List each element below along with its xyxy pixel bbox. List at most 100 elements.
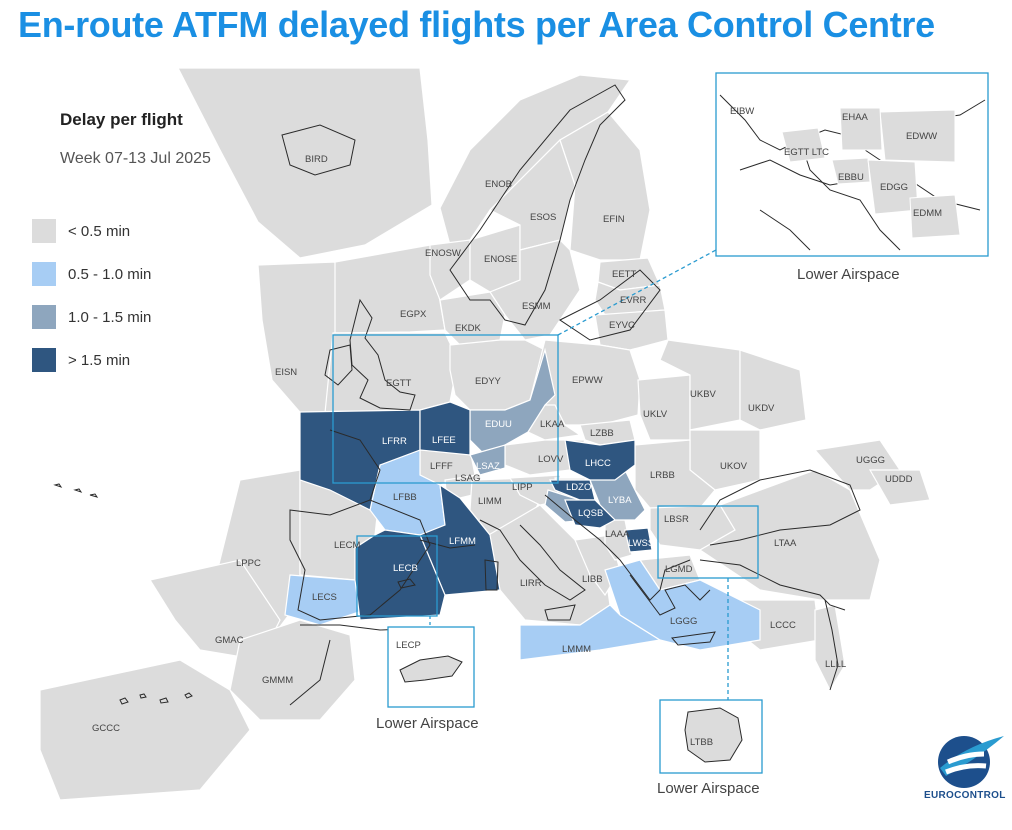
- coast-levant: [824, 599, 839, 691]
- label-bird: BIRD: [305, 154, 328, 165]
- label-lfmm: LFMM: [449, 536, 476, 547]
- inset-region-ebbu: [831, 157, 871, 185]
- coast-balearics: [397, 578, 416, 589]
- label-gmac: GMAC: [215, 635, 244, 646]
- region-lfee: [419, 401, 471, 456]
- legend-swatch: [32, 305, 56, 329]
- label-lzbb: LZBB: [590, 428, 614, 439]
- region-gccc: [39, 659, 251, 801]
- legend-heading: Delay per flight: [60, 110, 183, 129]
- label-lfrr: LFRR: [382, 436, 407, 447]
- coast-uk: [349, 298, 416, 411]
- label-lbsr: LBSR: [664, 514, 689, 525]
- region-gmmm: [229, 619, 356, 721]
- region-egpx: [334, 244, 446, 334]
- coast-azores: [53, 483, 99, 498]
- coastlines: [281, 84, 861, 706]
- label-ukbv: UKBV: [690, 389, 717, 400]
- label-ltaa: LTAA: [774, 538, 797, 549]
- inset-region-ehaa: [839, 107, 883, 151]
- region-uklv: [637, 374, 691, 441]
- label-lyba: LYBA: [608, 495, 632, 506]
- legend-label: > 1.5 min: [68, 351, 131, 369]
- label-egpx: EGPX: [400, 309, 427, 320]
- coast-blacksea: [699, 469, 861, 546]
- caption-inset-north: Lower Airspace: [797, 266, 900, 283]
- label-lgmd: LGMD: [665, 564, 693, 575]
- label-gmmm: GMMM: [262, 675, 293, 686]
- label-laaa: LAAA: [605, 529, 630, 540]
- coast-ireland: [324, 344, 353, 386]
- label-efin: EFIN: [603, 214, 625, 225]
- label-esmm: ESMM: [522, 301, 551, 312]
- coast-sicily: [544, 604, 576, 621]
- region-egtt: [324, 332, 459, 414]
- region-lggg: [604, 559, 761, 651]
- inset-region-edww: [879, 109, 956, 163]
- zoom-frame-spain: [356, 535, 438, 617]
- region-ukdv: [739, 349, 807, 431]
- coast-italy: [479, 519, 586, 601]
- label-esos: ESOS: [530, 212, 556, 223]
- label-lmmm: LMMM: [562, 644, 591, 655]
- label-llll: LLLL: [825, 659, 846, 670]
- label-ekdk: EKDK: [455, 323, 482, 334]
- label-uggg: UGGG: [856, 455, 885, 466]
- label-evrr: EVRR: [620, 295, 647, 306]
- label-edww: EDWW: [906, 131, 937, 142]
- region-labels: BIRD ENOB ESOS EFIN ENOSW ENOSE EETT EVR…: [92, 154, 913, 734]
- label-lecm: LECM: [334, 540, 360, 551]
- label-uddd: UDDD: [885, 474, 913, 485]
- label-lfbb: LFBB: [393, 492, 417, 503]
- zoom-frame-turkey: [657, 505, 759, 579]
- region-esos: [488, 138, 576, 251]
- eurocontrol-logo-icon: [938, 736, 1004, 788]
- region-lfmm: [419, 483, 501, 596]
- coast-turkey: [699, 559, 846, 611]
- legend-item-0-5-1-0: 0.5 - 1.0 min: [32, 262, 151, 286]
- legend-swatch: [32, 219, 56, 243]
- coast-greece: [629, 574, 711, 616]
- label-lqsb: LQSB: [578, 508, 603, 519]
- legend-item-below-0-5: < 0.5 min: [32, 219, 130, 243]
- label-edyy: EDYY: [475, 376, 502, 387]
- label-libb: LIBB: [582, 574, 603, 585]
- coast-iberia: [289, 499, 431, 621]
- eurocontrol-logo-text: EUROCONTROL: [924, 790, 1006, 801]
- label-lrbb: LRBB: [650, 470, 675, 481]
- label-egtt-ltc: EGTT LTC: [784, 147, 829, 158]
- caption-inset-turkey: Lower Airspace: [657, 780, 760, 797]
- label-eyvc: EYVC: [609, 320, 635, 331]
- inset-turkey-area: [684, 707, 743, 763]
- inset-region-edmm: [909, 194, 961, 239]
- label-eibw: EIBW: [730, 106, 754, 117]
- label-ltbb: LTBB: [690, 737, 713, 748]
- label-lkaa: LKAA: [540, 419, 565, 430]
- label-lfff: LFFF: [430, 461, 453, 472]
- islands: [53, 483, 416, 705]
- inset-region-egtt-ltc: [781, 127, 826, 163]
- label-lecs: LECS: [312, 592, 337, 603]
- label-ebbu: EBBU: [838, 172, 864, 183]
- label-lirr: LIRR: [520, 578, 542, 589]
- region-eyvc: [594, 309, 669, 351]
- label-lecb: LECB: [393, 563, 418, 574]
- caption-inset-spain: Lower Airspace: [376, 715, 479, 732]
- fir-regions-dark: [299, 401, 653, 621]
- coast-baltic: [559, 269, 661, 341]
- label-lfee: LFEE: [432, 435, 456, 446]
- label-lccc: LCCC: [770, 620, 796, 631]
- coast-france: [329, 429, 476, 549]
- region-lwss: [624, 527, 653, 553]
- label-lecp: LECP: [396, 640, 421, 651]
- legend-swatch: [32, 348, 56, 372]
- label-eett: EETT: [612, 269, 636, 280]
- connector-north: [557, 249, 717, 336]
- zoom-frame-north: [332, 334, 559, 484]
- zoom-frames: [332, 249, 759, 700]
- legend-week: Week 07-13 Jul 2025: [60, 150, 211, 167]
- region-lhcc: [564, 439, 636, 481]
- label-epww: EPWW: [572, 375, 603, 386]
- region-esmm: [489, 239, 581, 341]
